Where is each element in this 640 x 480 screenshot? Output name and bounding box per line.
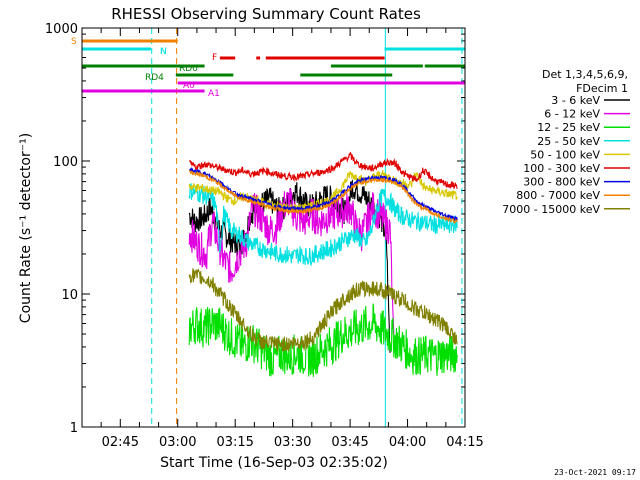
chart-title: RHESSI Observing Summary Count Rates [111, 5, 421, 23]
x-axis-label: Start Time (16-Sep-03 02:35:02) [160, 455, 388, 471]
x-tick-label: 03:15 [216, 435, 253, 450]
series-line-100-300-kev [188, 151, 458, 190]
x-tick-label: 03:45 [331, 435, 368, 450]
legend-header-line-2: FDecim 1 [576, 82, 628, 95]
y-tick-label: 100 [53, 155, 78, 170]
x-tick-label: 04:00 [389, 435, 426, 450]
state-label-rd4: RD4 [145, 73, 164, 83]
state-label-f: F [212, 53, 217, 63]
legend-label-25-50-kev: 25 - 50 keV [537, 135, 600, 148]
legend-label-50-100-kev: 50 - 100 keV [530, 148, 600, 161]
plot-layer: 1 10 100 1000 02:45 03:00 03:15 03:30 03:45 04:00… [45, 22, 484, 450]
legend-label-12-25-kev: 12 - 25 keV [537, 121, 600, 134]
y-tick-label: 1000 [45, 22, 78, 37]
state-label-s: S [71, 37, 77, 47]
legend-label-300-800-kev: 300 - 800 keV [523, 176, 600, 189]
legend-label-800-7000-kev: 800 - 7000 keV [516, 189, 600, 202]
x-tick-label: 03:30 [274, 435, 311, 450]
legend-header-line-1: Det 1,3,4,5,6,9, [542, 68, 628, 81]
legend-label-7000-15000-kev: 7000 - 15000 keV [502, 203, 600, 216]
legend-label-100-300-kev: 100 - 300 keV [523, 162, 600, 175]
state-label-a1: A1 [208, 89, 220, 99]
y-tick-label: 1 [70, 421, 78, 436]
state-label-n: N [160, 47, 167, 57]
y-tick-label: 10 [61, 288, 78, 303]
state-label-rd0: RD0 [179, 64, 198, 74]
x-tick-label: 03:00 [159, 435, 196, 450]
legend-label-6-12-kev: 6 - 12 keV [544, 108, 600, 121]
legend-label-3-6-kev: 3 - 6 keV [551, 94, 600, 107]
series-line-12-25-kev [188, 303, 458, 377]
timestamp: 23-Oct-2021 09:17 [554, 468, 636, 477]
series-line-25-50-kev [188, 183, 458, 267]
y-axis-label: Count Rate (s⁻¹ detector⁻¹) [18, 133, 34, 323]
state-label-a0: A0 [183, 81, 195, 91]
series-line-7000-15000-kev [188, 268, 458, 352]
state-label-n: N [160, 47, 167, 57]
series-line-800-7000-kev [188, 169, 458, 224]
plot-frame [81, 27, 466, 428]
series-line-6-12-kev [188, 188, 395, 335]
x-tick-label: 02:45 [102, 435, 139, 450]
series-line-300-800-kev [189, 166, 458, 222]
x-tick-label: 04:15 [446, 435, 483, 450]
